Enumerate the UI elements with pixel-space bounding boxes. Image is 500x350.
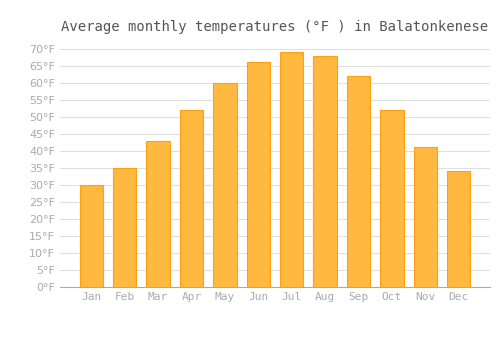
Bar xyxy=(246,62,270,287)
Bar xyxy=(280,52,303,287)
Bar xyxy=(414,147,437,287)
Bar xyxy=(314,56,337,287)
Title: Average monthly temperatures (°F ) in Balatonkenese: Average monthly temperatures (°F ) in Ba… xyxy=(62,20,488,34)
Bar xyxy=(113,168,136,287)
Bar xyxy=(180,110,203,287)
Bar xyxy=(213,83,236,287)
Bar xyxy=(347,76,370,287)
Bar xyxy=(447,171,470,287)
Bar xyxy=(80,185,103,287)
Bar xyxy=(380,110,404,287)
Bar xyxy=(146,141,170,287)
